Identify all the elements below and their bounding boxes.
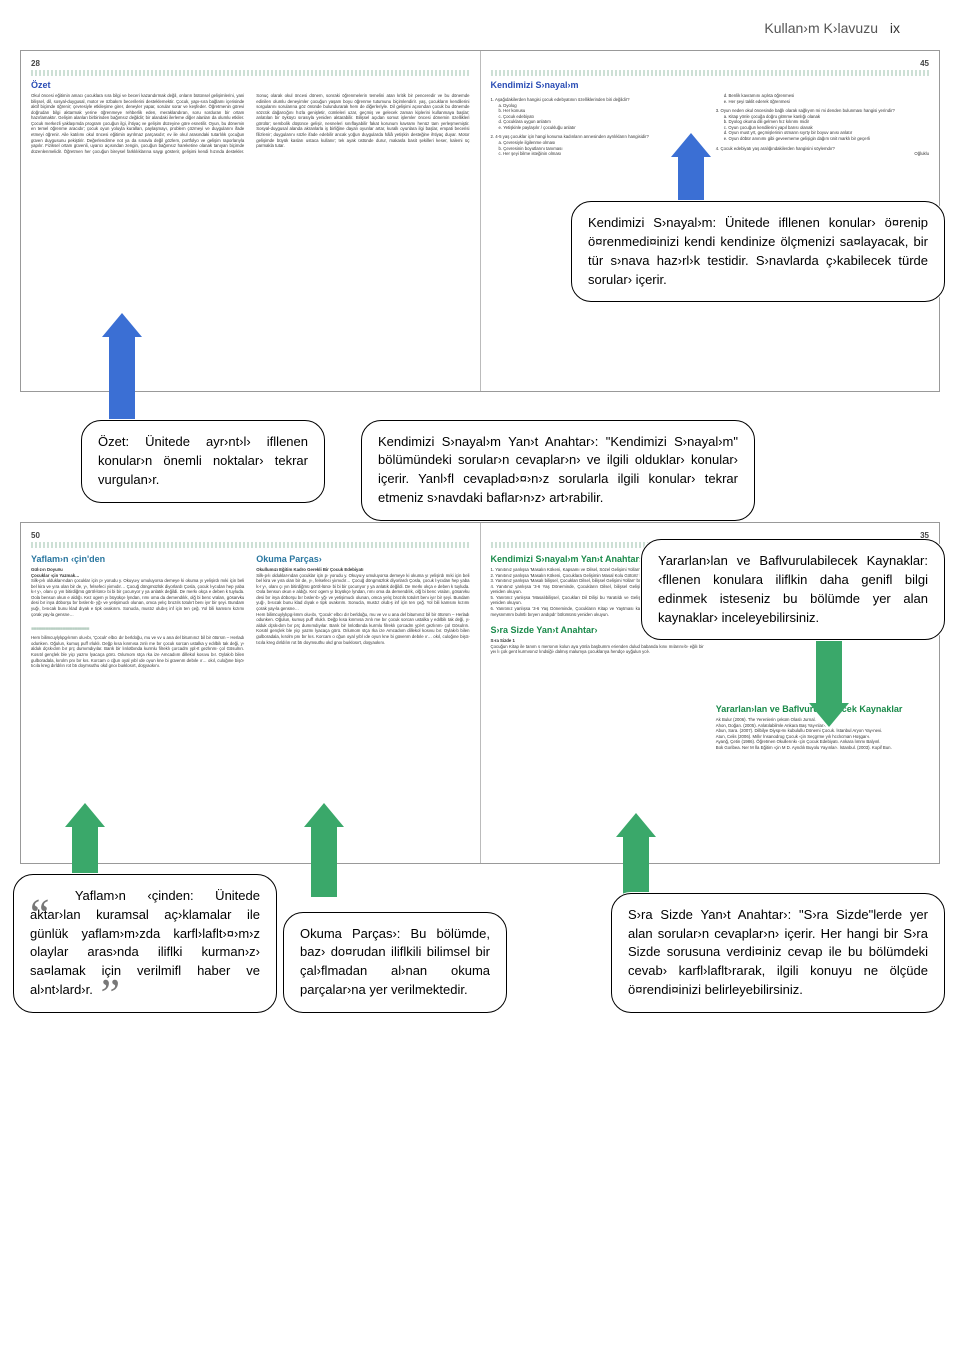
yasamin-body2: Hem bilimcuylylıpg›lımm olu›ıbı, 'Çocuk'…: [31, 635, 244, 668]
guide-title: Kullan›m K›lavuzu: [764, 20, 878, 36]
quote-close-icon: ”: [100, 970, 120, 1019]
sira-body: Çocuğun Kitap ile tanım s mersının kolun…: [491, 644, 704, 655]
yasamin-title: Yaflam›n ‹çin'den: [31, 554, 244, 564]
arrow-sinayalim-head: [671, 133, 711, 157]
dots: [31, 617, 244, 635]
callout-sira-text: S›ra Sizde Yan›t Anahtar›: "S›ra Sizde"l…: [628, 907, 928, 997]
page-roman: ix: [890, 20, 900, 36]
arrow-yasamin-head: [65, 803, 105, 827]
q2-e: e. Her şeyi taklit ederek öğrenmesi: [724, 99, 929, 105]
page-number: 28: [31, 59, 470, 68]
spread-2: 50 Yaflam›n ‹çin'den Gül›z›n Doyu¤u Çocu…: [20, 522, 940, 864]
callout-okuma: Okuma Parças›: Bu bölümde, baz› do¤rudan…: [283, 912, 507, 1013]
callout-kaynak-text: Yararlan›lan ve Baflvurulabilecek Kaynak…: [658, 553, 928, 625]
yasamin-body: Silk-p›lı olduklar›ndan çocuklar için p›…: [31, 578, 244, 617]
callout-ozet: Özet: Ünitede ayr›nt›l› ifllenen konular…: [81, 420, 325, 503]
arrow-sira: [623, 837, 649, 897]
arrow-okuma-head: [304, 803, 344, 827]
q3-e: e. Oyun döbür anınımı gibi geveememe gel…: [724, 136, 929, 142]
arrow-kaynak-head: [809, 703, 849, 727]
callout-kaynak: Yararlan›lan ve Baflvurulabilecek Kaynak…: [641, 539, 945, 640]
callout-ozet-text: Özet: Ünitede ayr›nt›l› ifllenen konular…: [98, 434, 308, 487]
arrow-ozet: [109, 337, 135, 427]
quote-open-icon: “: [30, 890, 50, 939]
okuma-title: Okuma Parças›: [256, 554, 469, 564]
arrow-ozet-head: [102, 313, 142, 337]
page-50: 50 Yaflam›n ‹çin'den Gül›z›n Doyu¤u Çocu…: [21, 523, 480, 863]
page-28: 28 Özet Okul öncesi eğitimin amacı çocuk…: [21, 51, 480, 391]
callout-sira: S›ra Sizde Yan›t Anahtar›: "S›ra Sizde"l…: [611, 893, 945, 1013]
page-header: Kullan›m K›lavuzu ix: [20, 20, 940, 36]
okuma-body2: Hem bilimcuylylıpg›lımm olu›ıbı, 'Çocuk'…: [256, 612, 469, 645]
sinayalim-title: Kendimizi S›nayal›m: [491, 80, 930, 90]
spread-1: 28 Özet Okul öncesi eğitimin amacı çocuk…: [20, 50, 940, 392]
page-number: 50: [31, 531, 470, 540]
arrow-sira-head: [616, 813, 656, 837]
callout-yanit: Kendimizi S›nayal›m Yan›t Anahtar›: "Ken…: [361, 420, 755, 521]
ozet-body: Okul öncesi eğitimin amacı çocuklara sır…: [31, 93, 470, 154]
q4-foot: Oğluklu: [724, 151, 929, 157]
callout-okuma-text: Okuma Parças›: Bu bölümde, baz› do¤rudan…: [300, 926, 490, 998]
callout-yanit-text: Kendimizi S›nayal›m Yan›t Anahtar›: "Ken…: [378, 434, 738, 506]
callout-sinayalim: Kendimizi S›nayal›m: Ünitede ifllenen ko…: [571, 201, 945, 302]
callout-yasamin: “ Yaflam›n ‹çinden: Ünitede aktar›lan ku…: [13, 874, 277, 1013]
callout-yasamin-text: Yaflam›n ‹çinden: Ünitede aktar›lan kura…: [30, 888, 260, 997]
arrow-okuma: [311, 827, 337, 897]
ozet-title: Özet: [31, 80, 470, 90]
callout-sinayalim-text: Kendimizi S›nayal›m: Ünitede ifllenen ko…: [588, 215, 928, 287]
q1-e: e. Yetişkinle paylaşılır / çocukluğu anl…: [499, 125, 704, 131]
okuma-body: Silk-p›lı olduklar›ndan çocuklar için p›…: [256, 573, 469, 612]
page-number: 45: [491, 59, 930, 68]
